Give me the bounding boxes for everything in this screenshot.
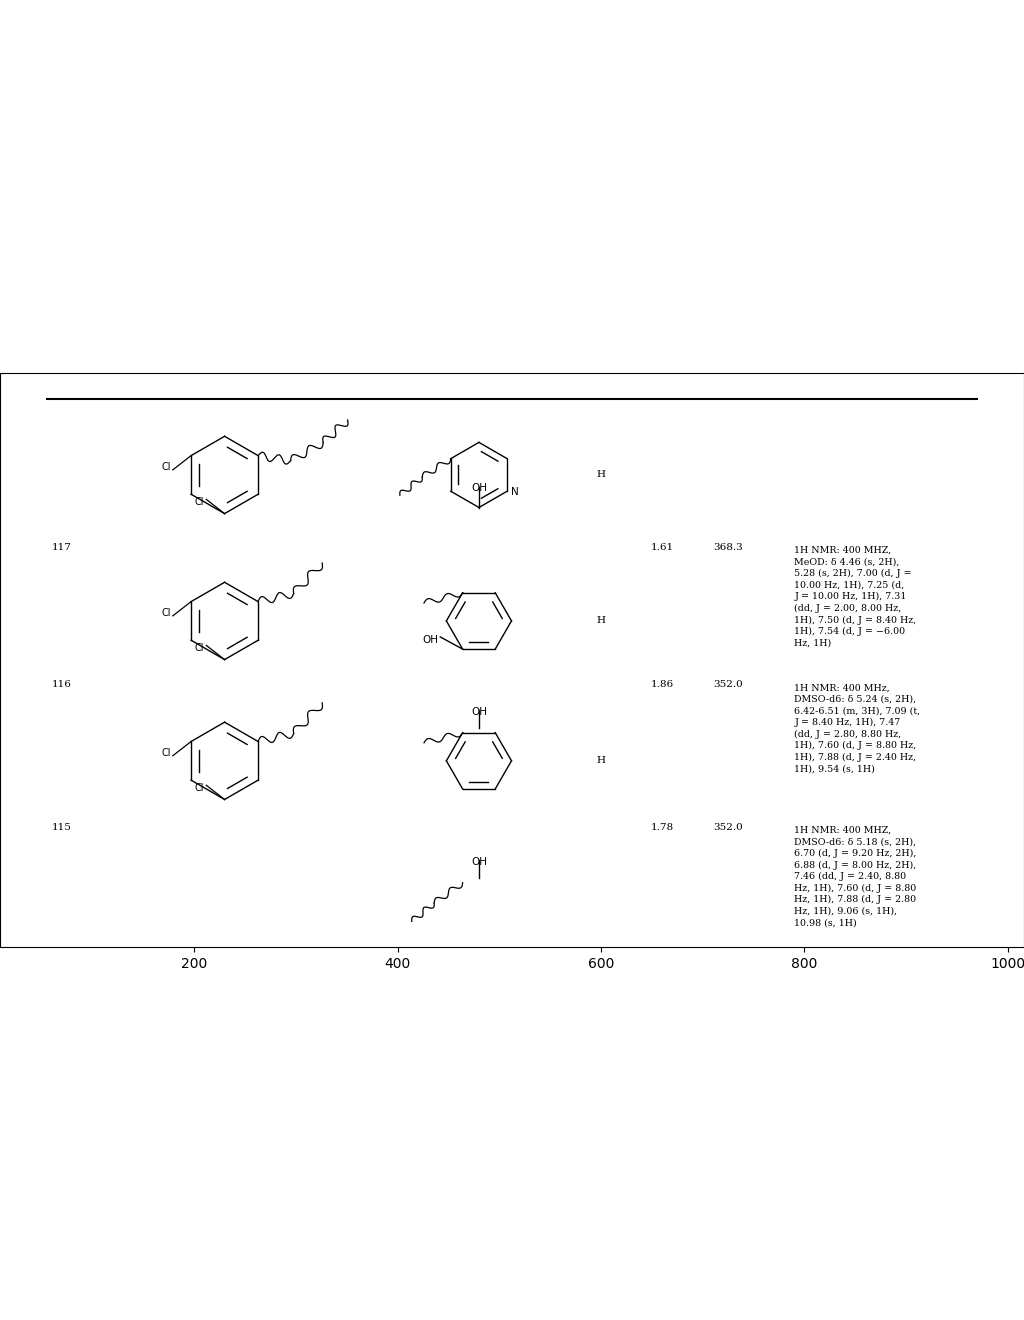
Text: 1H NMR: 400 MHz,
DMSO-d6: δ 5.24 (s, 2H),
6.42-6.51 (m, 3H), 7.09 (t,
J = 8.40 H: 1H NMR: 400 MHz, DMSO-d6: δ 5.24 (s, 2H)… xyxy=(795,684,921,774)
Text: OH: OH xyxy=(471,857,487,867)
Text: 116: 116 xyxy=(51,680,72,689)
Text: N: N xyxy=(511,487,519,498)
Text: 352.0: 352.0 xyxy=(714,680,743,689)
Text: OH: OH xyxy=(471,483,487,494)
Text: 1.86: 1.86 xyxy=(650,680,674,689)
Text: Cl: Cl xyxy=(195,498,204,507)
Text: 352.0: 352.0 xyxy=(714,822,743,832)
Text: Cl: Cl xyxy=(161,747,171,758)
Text: H: H xyxy=(597,616,605,626)
Text: 1H NMR: 400 MHZ,
DMSO-d6: δ 5.18 (s, 2H),
6.70 (d, J = 9.20 Hz, 2H),
6.88 (d, J : 1H NMR: 400 MHZ, DMSO-d6: δ 5.18 (s, 2H)… xyxy=(795,826,916,928)
Text: 1H NMR: 400 MHZ,
MeOD: δ 4.46 (s, 2H),
5.28 (s, 2H), 7.00 (d, J =
10.00 Hz, 1H),: 1H NMR: 400 MHZ, MeOD: δ 4.46 (s, 2H), 5… xyxy=(795,546,916,648)
Text: Cl: Cl xyxy=(161,609,171,618)
Text: Cl: Cl xyxy=(195,643,204,653)
Text: 1.61: 1.61 xyxy=(650,543,674,552)
Text: H: H xyxy=(597,756,605,766)
Text: OH: OH xyxy=(422,635,438,645)
Text: Cl: Cl xyxy=(161,462,171,471)
Text: 115: 115 xyxy=(51,822,72,832)
Text: Cl: Cl xyxy=(195,783,204,793)
Text: H: H xyxy=(597,470,605,479)
Text: 1.78: 1.78 xyxy=(650,822,674,832)
Text: OH: OH xyxy=(471,708,487,717)
Text: 368.3: 368.3 xyxy=(714,543,743,552)
Text: 117: 117 xyxy=(51,543,72,552)
